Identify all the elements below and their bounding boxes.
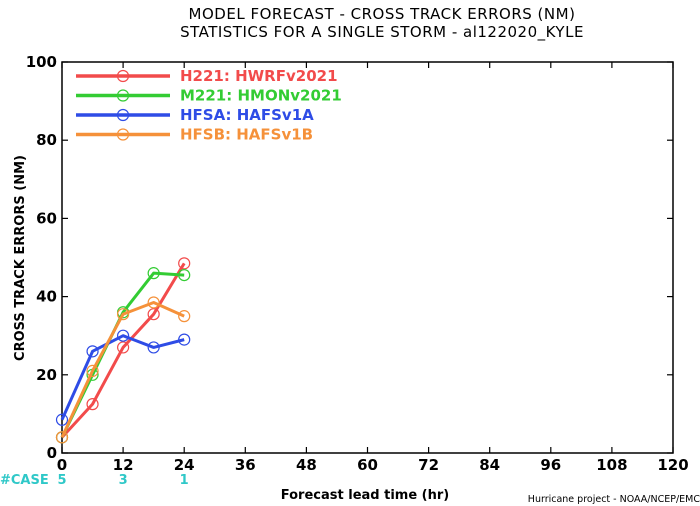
x-axis-label: Forecast lead time (hr) bbox=[281, 488, 449, 503]
data-point bbox=[178, 257, 191, 270]
plot-frame bbox=[61, 61, 674, 454]
chart-subtitle: STATISTICS FOR A SINGLE STORM - al122020… bbox=[180, 23, 584, 42]
legend-label: M221: HMONv2021 bbox=[180, 87, 342, 105]
case-count: 3 bbox=[119, 473, 128, 488]
data-point bbox=[147, 308, 160, 321]
series-layer bbox=[55, 257, 191, 444]
data-point bbox=[178, 310, 191, 323]
legend-label: HFSA: HAFSv1A bbox=[180, 106, 314, 124]
y-tick-label: 0 bbox=[47, 444, 57, 462]
data-point bbox=[86, 398, 99, 411]
x-tick-label: 48 bbox=[296, 456, 317, 474]
data-point bbox=[147, 341, 160, 354]
series-3 bbox=[55, 296, 191, 444]
legend-entry: M221: HMONv2021 bbox=[76, 87, 342, 105]
series-1 bbox=[55, 267, 191, 444]
x-tick-label: 12 bbox=[113, 456, 134, 474]
legend-entry: H221: HWRFv2021 bbox=[76, 67, 338, 85]
x-tick-label: 60 bbox=[357, 456, 378, 474]
series-0 bbox=[55, 257, 191, 444]
x-tick-label: 0 bbox=[57, 456, 67, 474]
data-point bbox=[86, 345, 99, 358]
x-tick-label: 96 bbox=[540, 456, 561, 474]
y-tick-label: 20 bbox=[36, 366, 57, 384]
legend-marker bbox=[116, 69, 130, 83]
data-point bbox=[55, 431, 69, 444]
series-2 bbox=[55, 329, 191, 426]
legend-label: HFSB: HAFSv1B bbox=[180, 126, 313, 144]
data-point bbox=[86, 364, 99, 377]
series-line bbox=[60, 271, 185, 439]
legend-marker bbox=[116, 108, 130, 122]
chart-title: MODEL FORECAST - CROSS TRACK ERRORS (NM) bbox=[189, 5, 576, 23]
axis-ticks: 0 12 24 36 48 60 72 84 96 108 120 0 20 40 60 80 100 bbox=[26, 53, 689, 474]
legend-label: H221: HWRFv2021 bbox=[180, 67, 338, 85]
legend-marker bbox=[116, 89, 130, 102]
y-tick-label: 100 bbox=[26, 53, 57, 71]
series-line bbox=[60, 300, 185, 438]
x-tick-label: 24 bbox=[174, 456, 195, 474]
y-tick-label: 60 bbox=[36, 209, 57, 227]
data-point bbox=[55, 413, 69, 426]
series-line bbox=[60, 334, 185, 421]
x-tick-label: 84 bbox=[479, 456, 500, 474]
case-count: 5 bbox=[57, 473, 66, 488]
data-point bbox=[178, 268, 191, 282]
data-point bbox=[178, 333, 191, 346]
data-point bbox=[147, 267, 160, 280]
legend-entry: HFSA: HAFSv1A bbox=[76, 106, 314, 124]
case-label: #CASE bbox=[0, 473, 49, 488]
x-tick-label: 36 bbox=[235, 456, 256, 474]
x-tick-label: 72 bbox=[418, 456, 439, 474]
x-tick-label: 120 bbox=[657, 456, 688, 474]
data-point bbox=[116, 329, 130, 342]
y-tick-label: 80 bbox=[36, 131, 57, 149]
series-line bbox=[60, 262, 186, 439]
data-point bbox=[147, 296, 160, 309]
data-point bbox=[116, 341, 130, 354]
case-count: 1 bbox=[180, 473, 189, 488]
credit-text: Hurricane project - NOAA/NCEP/EMC bbox=[528, 494, 700, 505]
case-counts: 5 3 1 bbox=[57, 473, 188, 488]
legend-marker bbox=[116, 128, 130, 141]
x-tick-label: 108 bbox=[596, 456, 627, 474]
y-axis-label: CROSS TRACK ERRORS (NM) bbox=[13, 155, 28, 361]
data-point bbox=[116, 308, 130, 321]
y-tick-label: 40 bbox=[36, 288, 57, 306]
legend-entry: HFSB: HAFSv1B bbox=[76, 126, 313, 144]
